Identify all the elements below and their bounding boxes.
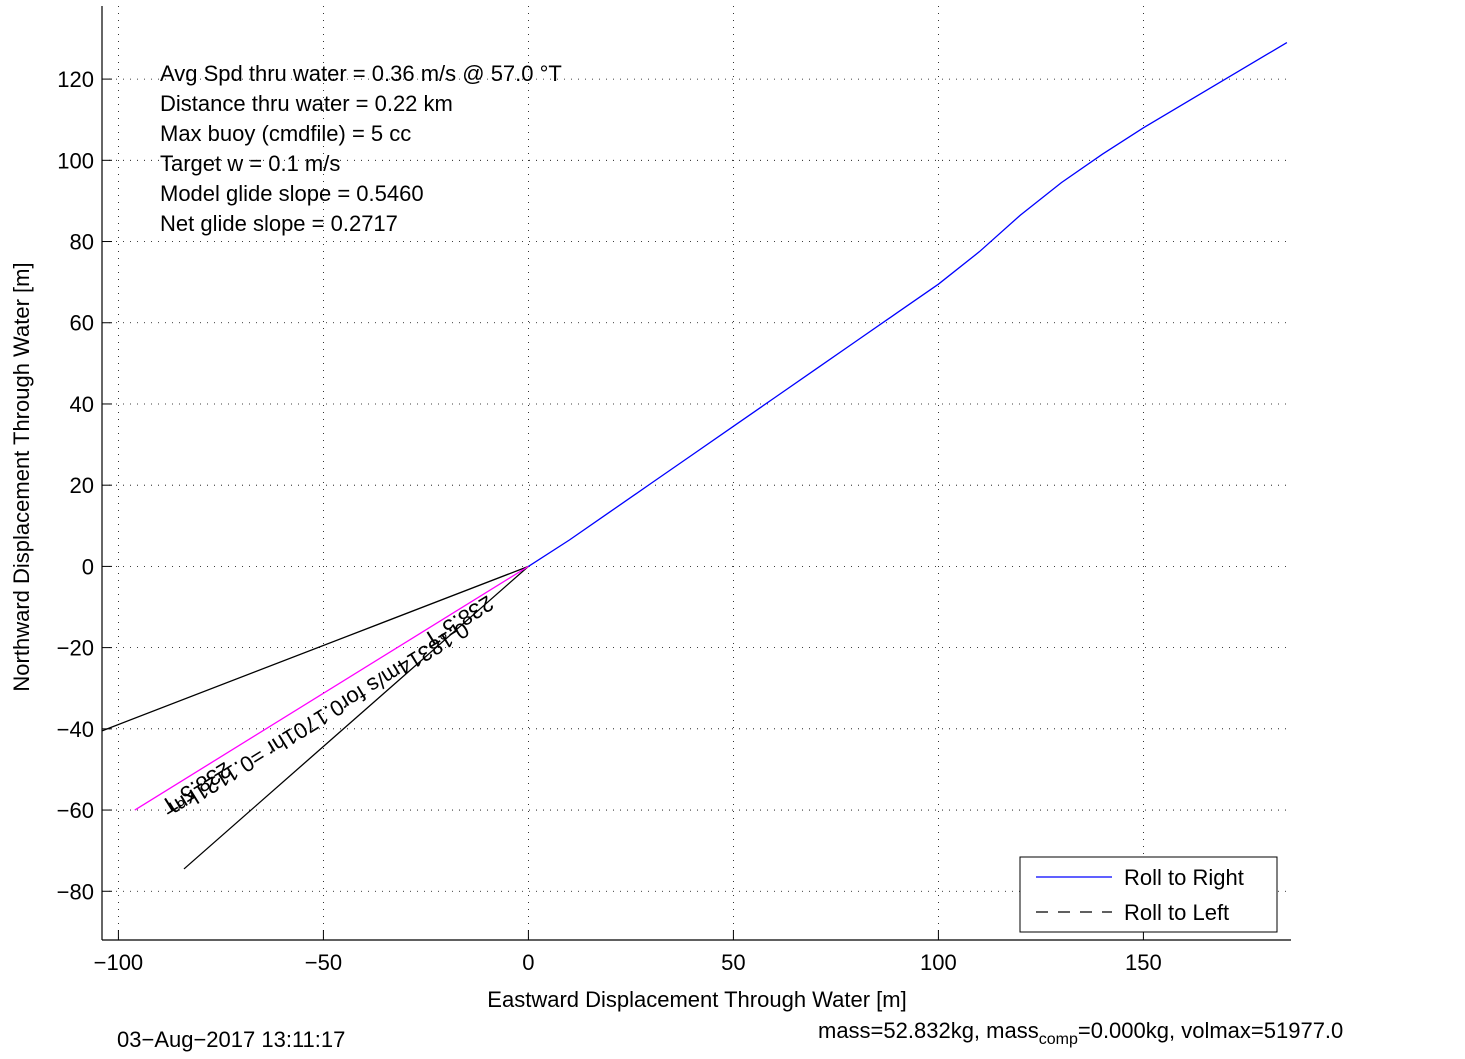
current-vector-line (134, 565, 529, 811)
annotation-line: Max buoy (cmdfile) = 5 cc (160, 121, 411, 146)
legend-label-roll-left: Roll to Left (1124, 900, 1229, 925)
y-tick-label: 40 (70, 392, 94, 417)
mass-subscript: comp (1038, 1031, 1078, 1048)
direction-lines (101, 565, 529, 870)
heading-limit-line (101, 565, 529, 732)
y-tick-label: 80 (70, 230, 94, 255)
annotation-line: Net glide slope = 0.2717 (160, 211, 398, 236)
x-tick-label: −50 (305, 950, 342, 975)
x-tick-label: 50 (721, 950, 745, 975)
annotation-line: Avg Spd thru water = 0.36 m/s @ 57.0 °T (160, 61, 562, 86)
legend: Roll to Right Roll to Left (1019, 856, 1278, 933)
annotation-line: Target w = 0.1 m/s (160, 151, 340, 176)
rotated-labels: 238.5°T0.18314m/s for0.1701hr =0.1121km2… (157, 591, 498, 822)
mass-info: mass=52.832kg, masscomp=0.000kg, volmax=… (818, 1018, 1464, 1049)
annotations: Avg Spd thru water = 0.36 m/s @ 57.0 °T D… (160, 61, 562, 236)
axes (101, 6, 1291, 941)
y-tick-label: 120 (57, 67, 94, 92)
legend-box (1019, 856, 1278, 933)
y-axis-label: Northward Displacement Through Water [m] (9, 262, 34, 691)
legend-label-roll-right: Roll to Right (1124, 865, 1244, 890)
mass-prefix: mass=52.832kg, mass (818, 1018, 1039, 1043)
y-tick-label: −40 (57, 717, 94, 742)
x-tick-label: 0 (522, 950, 534, 975)
series-line-roll-to-right (528, 41, 1288, 567)
y-tick-label: 0 (82, 554, 94, 579)
heading-limit-line (183, 565, 529, 870)
x-tick-label: 150 (1125, 950, 1162, 975)
y-tick-label: 60 (70, 311, 94, 336)
annotation-line: Distance thru water = 0.22 km (160, 91, 453, 116)
x-tick-label: 100 (920, 950, 957, 975)
tick-labels: −100 −50 0 50 100 150 −80 −60 −40 −20 0 20 40 60 80 100… (57, 67, 1162, 975)
timestamp: 03−Aug−2017 13:11:17 (117, 1027, 346, 1052)
x-axis-label: Eastward Displacement Through Water [m] (487, 987, 906, 1012)
y-tick-label: −60 (57, 798, 94, 823)
mass-suffix: =0.000kg, volmax=51977.0 (1077, 1018, 1344, 1043)
series-lines (528, 41, 1288, 567)
y-tick-label: −20 (57, 636, 94, 661)
annotation-line: Model glide slope = 0.5460 (160, 181, 424, 206)
x-tick-label: −100 (94, 950, 144, 975)
y-tick-label: 20 (70, 473, 94, 498)
grid-lines (102, 6, 1291, 940)
y-tick-label: 100 (57, 148, 94, 173)
y-tick-label: −80 (57, 879, 94, 904)
